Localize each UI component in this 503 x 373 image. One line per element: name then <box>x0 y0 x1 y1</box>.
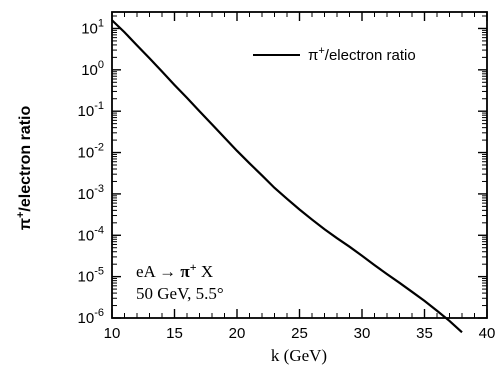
y-tick-label: 10-5 <box>78 266 104 286</box>
plot-frame <box>111 11 488 319</box>
annotation-reaction: eA → π+ X <box>136 260 213 281</box>
y-tick-label: 10-4 <box>78 224 104 244</box>
x-tick-label: 30 <box>354 325 371 342</box>
legend-label: π+/electron ratio <box>308 45 416 64</box>
x-tick-label: 10 <box>104 325 121 342</box>
x-tick-label: 20 <box>229 325 246 342</box>
y-tick-label: 100 <box>81 59 104 79</box>
annotation: eA → π+ X 50 GeV, 5.5° <box>136 260 224 303</box>
annotation-kinematics: 50 GeV, 5.5° <box>136 284 224 303</box>
x-axis-label: k (GeV) <box>271 346 327 365</box>
legend: π+/electron ratio <box>253 45 416 64</box>
series-line-pi-electron-ratio <box>111 19 463 334</box>
x-tick-label: 15 <box>166 325 183 342</box>
x-tick-label: 35 <box>416 325 433 342</box>
y-axis-label: π+/electron ratio <box>15 106 34 231</box>
x-axis: 10 15 20 25 30 35 40 <box>104 12 496 342</box>
y-tick-label: 10-3 <box>78 183 104 203</box>
y-tick-label: 10-1 <box>78 100 104 120</box>
y-tick-label: 101 <box>81 17 104 37</box>
y-tick-label: 10-6 <box>78 307 104 327</box>
x-tick-label: 25 <box>291 325 308 342</box>
x-tick-label: 40 <box>479 325 496 342</box>
y-tick-label: 10-2 <box>78 142 104 162</box>
